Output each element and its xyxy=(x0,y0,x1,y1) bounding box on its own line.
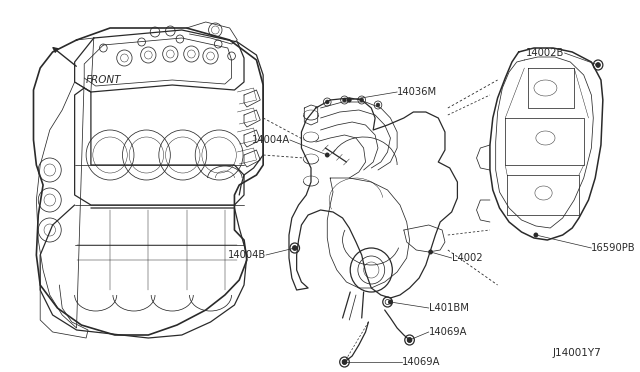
Text: 14069A: 14069A xyxy=(402,357,440,367)
Circle shape xyxy=(376,103,380,107)
Circle shape xyxy=(342,359,347,365)
Circle shape xyxy=(325,153,330,157)
Circle shape xyxy=(388,299,393,305)
Circle shape xyxy=(325,100,329,104)
Circle shape xyxy=(534,232,538,237)
Text: 14004B: 14004B xyxy=(228,250,266,260)
Circle shape xyxy=(292,246,297,250)
Circle shape xyxy=(407,337,412,343)
Circle shape xyxy=(428,250,433,254)
Circle shape xyxy=(342,359,347,365)
Circle shape xyxy=(347,97,351,103)
Text: 14036M: 14036M xyxy=(397,87,437,97)
Circle shape xyxy=(360,98,364,102)
Circle shape xyxy=(407,337,412,343)
Circle shape xyxy=(596,62,600,67)
Circle shape xyxy=(342,98,346,102)
Text: FRONT: FRONT xyxy=(86,75,122,85)
Circle shape xyxy=(596,62,600,67)
Text: 14004A: 14004A xyxy=(252,135,290,145)
Text: J14001Y7: J14001Y7 xyxy=(552,348,601,358)
Text: L401BM: L401BM xyxy=(429,303,468,313)
Text: 14002B: 14002B xyxy=(526,48,564,58)
Text: L4002: L4002 xyxy=(452,253,483,263)
Text: 16590PB: 16590PB xyxy=(591,243,636,253)
Text: 14069A: 14069A xyxy=(429,327,467,337)
Circle shape xyxy=(292,246,297,250)
